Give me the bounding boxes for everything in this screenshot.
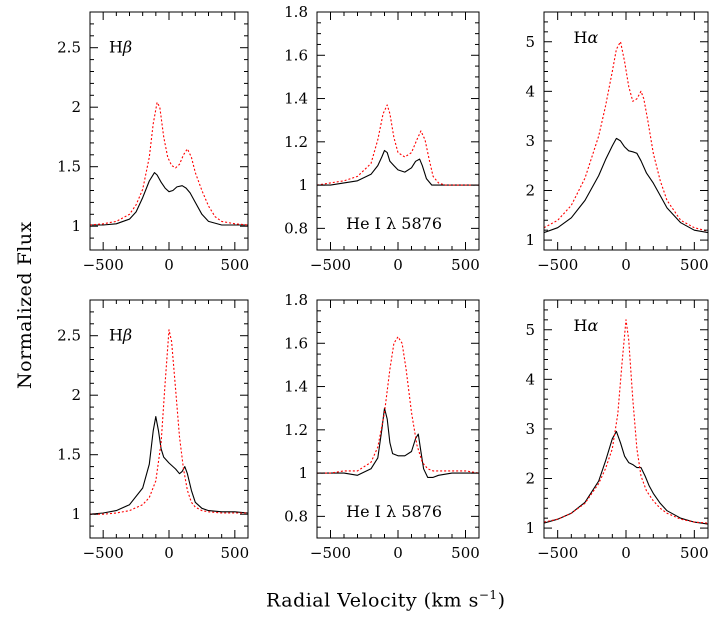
- y-tick-label: 1.6: [284, 46, 308, 64]
- y-tick-label: 2: [71, 98, 81, 116]
- x-axis-title-close: ): [497, 589, 506, 612]
- x-axis-title-exponent: −1: [478, 588, 498, 602]
- line-label-greek: α: [587, 28, 598, 47]
- line-label: Hα: [574, 28, 599, 47]
- y-tick-label: 1: [298, 464, 308, 482]
- y-tick-label: 2: [525, 182, 535, 200]
- x-tick-label: 500: [221, 544, 250, 562]
- red-dotted-series: [544, 319, 708, 524]
- black-solid-series: [90, 416, 248, 515]
- line-label-base: H: [574, 28, 588, 47]
- x-tick-label: 0: [164, 256, 174, 274]
- y-tick-label: 1.4: [284, 378, 308, 396]
- y-tick-label: 1.8: [284, 291, 308, 309]
- y-tick-label: 0.8: [284, 507, 308, 525]
- x-tick-label: −500: [537, 256, 578, 274]
- plot-frame: [543, 11, 709, 251]
- panel-bottom-left: −500 0 500 1 1.5 2 2.5 Hβ: [57, 299, 250, 562]
- y-tick-label: 1.2: [284, 133, 308, 151]
- black-solid-series: [544, 430, 708, 525]
- y-tick-label: 1.5: [57, 446, 81, 464]
- line-label-greek: β: [122, 38, 132, 57]
- black-solid-series: [317, 149, 479, 186]
- y-tick-label: 2: [71, 386, 81, 404]
- y-tick-label: 1.4: [284, 90, 308, 108]
- y-tick-label: 5: [525, 33, 535, 51]
- red-dotted-series: [317, 104, 479, 186]
- y-tick-label: 4: [525, 82, 535, 100]
- panel-top-left: −500 0 500 1 1.5 2 2.5 Hβ: [57, 11, 250, 274]
- x-tick-label: 500: [221, 256, 250, 274]
- y-tick-label: 4: [525, 370, 535, 388]
- y-tick-label: 2: [525, 470, 535, 488]
- x-tick-label: −500: [83, 544, 124, 562]
- y-tick-label: 3: [525, 420, 535, 438]
- y-tick-label: 5: [525, 321, 535, 339]
- black-solid-series: [317, 407, 479, 478]
- x-axis-title-text: Radial Velocity (km s: [266, 589, 479, 612]
- line-label-base: H: [574, 316, 588, 335]
- red-dotted-series: [317, 336, 479, 474]
- x-tick-label: −500: [310, 544, 351, 562]
- y-tick-label: 1.5: [57, 158, 81, 176]
- y-tick-label: 1.2: [284, 421, 308, 439]
- x-tick-label: 500: [451, 256, 480, 274]
- x-tick-label: 0: [393, 256, 403, 274]
- red-dotted-series: [544, 41, 708, 232]
- line-label: Hβ: [109, 326, 132, 345]
- y-tick-label: 2.5: [57, 327, 81, 345]
- line-label: Hα: [574, 316, 599, 335]
- x-tick-label: 500: [680, 544, 709, 562]
- panel-top-right: −500 0 500 1 2 3 4 5 Hα: [525, 11, 709, 274]
- y-tick-label: 1: [525, 231, 535, 249]
- x-tick-label: −500: [537, 544, 578, 562]
- y-axis-title: Normalized Flux: [14, 221, 36, 389]
- panel-bottom-right: −500 0 500 1 2 3 4 5 Hα: [525, 299, 709, 562]
- line-label: He I λ 5876: [346, 214, 442, 233]
- y-tick-label: 1: [298, 176, 308, 194]
- x-tick-label: 0: [621, 544, 631, 562]
- line-label-base: H: [109, 38, 123, 57]
- plot-frame: [543, 299, 709, 539]
- y-tick-label: 1.6: [284, 334, 308, 352]
- x-tick-label: 500: [680, 256, 709, 274]
- x-tick-label: 500: [451, 544, 480, 562]
- y-tick-label: 1: [71, 217, 81, 235]
- y-tick-label: 1.8: [284, 3, 308, 21]
- x-tick-label: 0: [393, 544, 403, 562]
- y-tick-label: 3: [525, 132, 535, 150]
- line-label-greek: α: [587, 316, 598, 335]
- panel-bottom-middle: −500 0 500 0.8 1 1.2 1.4 1.6 1.8 He I λ 5876: [284, 291, 480, 562]
- panel-top-middle: −500 0 500 0.8 1 1.2 1.4 1.6 1.8 He I λ 5876: [284, 3, 480, 274]
- y-tick-label: 1: [71, 505, 81, 523]
- line-label-base: H: [109, 326, 123, 345]
- line-label: He I λ 5876: [346, 502, 442, 521]
- x-tick-label: −500: [310, 256, 351, 274]
- x-tick-label: −500: [83, 256, 124, 274]
- line-label-greek: β: [122, 326, 132, 345]
- red-dotted-series: [90, 329, 248, 515]
- x-axis-title: Radial Velocity (km s−1): [266, 588, 505, 611]
- line-label: Hβ: [109, 38, 132, 57]
- x-tick-label: 0: [621, 256, 631, 274]
- black-solid-series: [544, 137, 708, 234]
- y-tick-label: 1: [525, 519, 535, 537]
- y-tick-label: 0.8: [284, 219, 308, 237]
- y-tick-label: 2.5: [57, 39, 81, 57]
- x-tick-label: 0: [164, 544, 174, 562]
- red-dotted-series: [90, 101, 248, 226]
- black-solid-series: [90, 172, 248, 226]
